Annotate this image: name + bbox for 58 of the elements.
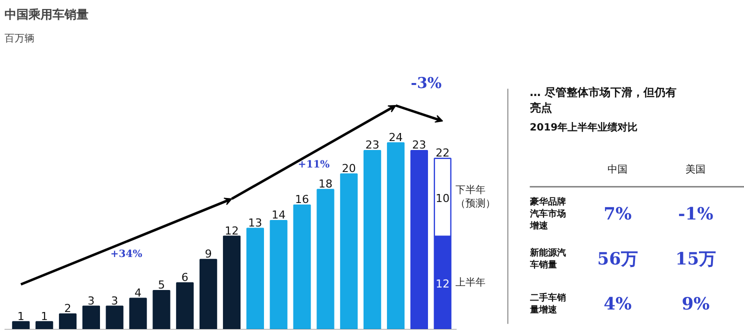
bar: [340, 173, 358, 330]
chart-subtitle: 百万辆: [4, 32, 34, 44]
series-label: 下半年（预测）: [456, 184, 496, 210]
text: 9%: [682, 294, 710, 314]
bar: [270, 220, 288, 330]
bar: [386, 142, 405, 330]
data-label: 13: [248, 216, 262, 230]
data-label: 1: [17, 310, 24, 323]
data-label: 10: [436, 192, 450, 205]
bar: [222, 236, 241, 330]
bar: [106, 306, 124, 330]
data-label: 24: [388, 130, 403, 144]
total-label: 22: [436, 146, 450, 160]
text: … 尽管整体市场下滑，但仍有亮点: [528, 86, 677, 114]
bar: [293, 204, 311, 330]
bar: [152, 290, 170, 330]
text: 2019年上半年业绩对比: [530, 121, 638, 134]
data-label: 16: [295, 193, 310, 206]
annotation: +34%: [110, 249, 143, 260]
category-label: 新能源汽车销量: [530, 248, 566, 270]
text: 56万: [597, 250, 638, 270]
text: 15万: [675, 250, 716, 270]
category-label: 中国: [608, 163, 628, 176]
series-label: 上半年: [456, 276, 486, 288]
bar: [316, 188, 334, 330]
bar: [12, 321, 30, 330]
data-label: 9: [204, 248, 212, 261]
data-label: 18: [318, 178, 332, 191]
bar: [82, 306, 100, 330]
chart-title: 中国乘用车销量: [4, 8, 88, 22]
data-label: 6: [181, 270, 188, 284]
text: -1%: [678, 204, 714, 225]
bar: [58, 313, 77, 330]
bar: [200, 258, 218, 330]
bar: [364, 150, 382, 330]
text: -3%: [410, 74, 442, 92]
text: 7%: [604, 204, 632, 225]
data-label: 20: [342, 162, 356, 176]
data-label: 23: [365, 138, 380, 152]
text: 4%: [604, 294, 632, 314]
data-label: 2: [64, 302, 72, 316]
data-label: 1: [40, 310, 48, 323]
bar: [246, 228, 264, 330]
data-label: 12: [224, 224, 239, 238]
data-label: 12: [436, 277, 450, 290]
category-label: 美国: [686, 163, 706, 176]
bar: [129, 298, 147, 330]
bar: [36, 321, 54, 330]
data-label: 23: [412, 138, 426, 152]
bar: [176, 282, 194, 330]
data-label: 5: [158, 278, 165, 292]
data-label: 14: [272, 208, 286, 222]
data-label: 3: [111, 294, 118, 308]
category-label: 豪华品牌汽车市场增速: [530, 198, 566, 232]
data-label: 3: [88, 294, 95, 308]
data-label: 4: [134, 286, 142, 300]
category-label: 二手车销量增速: [530, 293, 566, 316]
annotation: +11%: [298, 160, 330, 171]
